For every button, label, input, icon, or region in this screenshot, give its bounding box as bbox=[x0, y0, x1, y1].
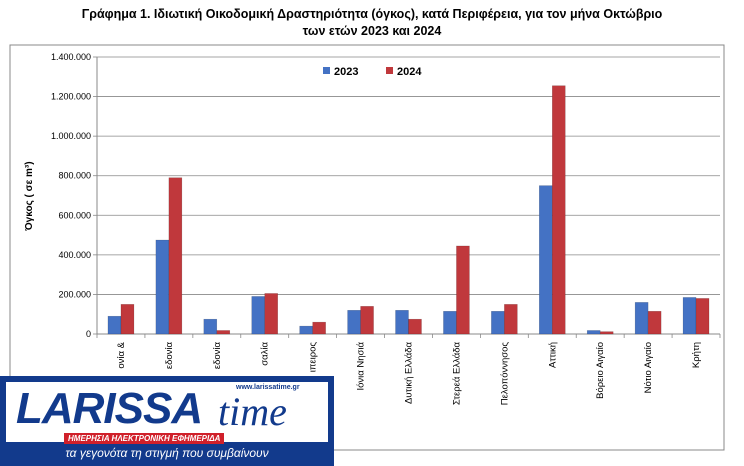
bar-2023-4 bbox=[251, 296, 265, 335]
bar-2023-7 bbox=[395, 310, 409, 335]
bar-2024-12 bbox=[647, 310, 662, 335]
chart-subtitle: των ετών 2023 και 2024 bbox=[302, 24, 442, 38]
bar-2024-11 bbox=[599, 331, 614, 335]
x-tick-label: εδονία bbox=[164, 342, 175, 370]
x-tick-label: Αττική bbox=[547, 342, 558, 368]
y-axis-label: Όγκος ( σε m³) bbox=[24, 161, 35, 231]
bar-2024-5 bbox=[312, 321, 326, 335]
bar-2023-1 bbox=[107, 315, 122, 335]
bar-2023-3 bbox=[203, 318, 218, 335]
x-tick-label: Δυτική Ελλάδα bbox=[404, 341, 415, 404]
logo-time: time bbox=[218, 389, 287, 434]
bar-2024-6 bbox=[360, 306, 374, 335]
bar-2024-4 bbox=[264, 293, 278, 335]
bar-2024-8 bbox=[456, 245, 470, 335]
bar-2023-5 bbox=[299, 325, 313, 335]
bar-2024-1 bbox=[120, 304, 135, 335]
chart-title: Γράφημα 1. Ιδιωτική Οικοδομική Δραστηριό… bbox=[81, 7, 663, 21]
bar-2024-2 bbox=[168, 177, 183, 335]
x-tick-label: ονία & bbox=[116, 341, 127, 368]
logo-tagline: ΗΜΕΡΗΣΙΑ ΗΛΕΚΤΡΟΝΙΚΗ ΕΦΗΜΕΡΙΔΑ bbox=[64, 433, 225, 444]
x-tick-label: Βόρειο Αιγαίο bbox=[595, 342, 606, 399]
bar-2024-3 bbox=[216, 330, 231, 335]
x-tick-label: Νότιο Αιγαίο bbox=[643, 342, 654, 393]
legend-swatch-2023 bbox=[323, 67, 330, 74]
bar-2023-13 bbox=[682, 297, 697, 335]
legend-swatch-2024 bbox=[386, 67, 393, 74]
logo-slogan: τα γεγονότα τη στιγμή που συμβαίνουν bbox=[65, 446, 269, 460]
bar-2023-6 bbox=[347, 310, 361, 335]
bar-2024-13 bbox=[695, 298, 710, 335]
bar-2023-2 bbox=[155, 239, 170, 335]
bar-2023-10 bbox=[539, 185, 553, 335]
y-tick-label: 600.000 bbox=[58, 210, 91, 220]
y-tick-label: 1.400.000 bbox=[51, 52, 91, 62]
x-tick-label: Πελοπόννησος bbox=[499, 342, 510, 406]
x-tick-label: σαλία bbox=[260, 342, 271, 366]
bar-2023-8 bbox=[443, 310, 457, 335]
bar-2023-9 bbox=[491, 310, 505, 335]
x-tick-label: εδονία bbox=[212, 342, 223, 370]
logo-panel: LARISSA time www.larissatime.gr ΗΜΕΡΗΣΙΑ… bbox=[6, 382, 328, 444]
bar-2024-10 bbox=[552, 85, 566, 335]
y-tick-label: 200.000 bbox=[58, 289, 91, 299]
y-tick-label: 1.200.000 bbox=[51, 92, 91, 102]
x-tick-label: ιπειρος bbox=[308, 342, 319, 373]
x-tick-label: Στερεά Ελλάδα bbox=[451, 342, 462, 406]
bar-2023-11 bbox=[586, 330, 601, 335]
y-tick-label: 400.000 bbox=[58, 250, 91, 260]
legend-label-2024: 2024 bbox=[397, 66, 422, 78]
x-tick-label: Ιόνια Νησιά bbox=[356, 341, 367, 390]
bar-2023-12 bbox=[634, 302, 649, 335]
y-tick-label: 1.000.000 bbox=[51, 131, 91, 141]
legend-label-2023: 2023 bbox=[334, 66, 358, 78]
bar-2024-9 bbox=[504, 304, 518, 335]
larissa-time-logo: LARISSA time www.larissatime.gr ΗΜΕΡΗΣΙΑ… bbox=[0, 376, 334, 466]
x-tick-label: Κρήτη bbox=[691, 342, 702, 368]
logo-url: www.larissatime.gr bbox=[236, 384, 300, 391]
logo-brand: LARISSA bbox=[16, 384, 203, 433]
chart-frame bbox=[9, 44, 725, 451]
y-tick-label: 0 bbox=[86, 329, 91, 339]
y-tick-label: 800.000 bbox=[58, 171, 91, 181]
bar-2024-7 bbox=[408, 318, 422, 335]
